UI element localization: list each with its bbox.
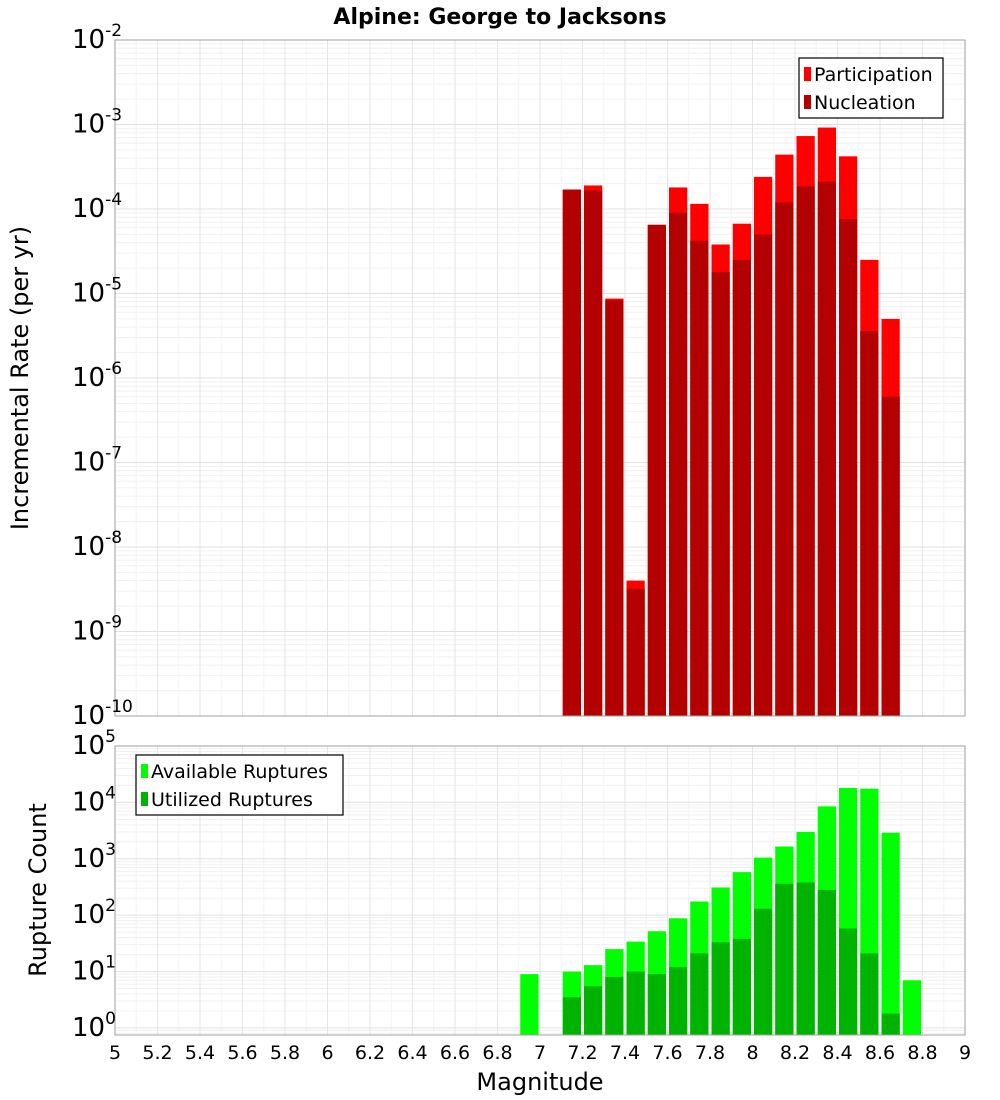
x-tick-label: 8.2 xyxy=(780,1042,810,1064)
y-tick-label: 105 xyxy=(72,727,116,761)
bar-utilized xyxy=(711,942,730,1035)
x-tick-label: 5 xyxy=(109,1042,121,1064)
bar-utilized xyxy=(860,953,879,1035)
x-tick-label: 5.8 xyxy=(270,1042,300,1064)
y-tick-label: 10-6 xyxy=(72,359,122,393)
x-tick-label: 9 xyxy=(959,1042,971,1064)
x-tick-label: 5.6 xyxy=(227,1042,257,1064)
x-axis-label: Magnitude xyxy=(476,1068,603,1096)
legend: Available Ruptures Utilized Ruptures xyxy=(135,754,344,816)
legend-label: Available Ruptures xyxy=(151,761,328,783)
y-tick-label: 10-7 xyxy=(72,444,122,478)
bar-available xyxy=(881,832,900,1035)
legend-label: Nucleation xyxy=(814,92,916,114)
bar-nucleation xyxy=(711,271,730,716)
rate-y-axis-label: Incremental Rate (per yr) xyxy=(6,226,34,530)
y-tick-label: 10-9 xyxy=(72,613,122,647)
legend-swatch xyxy=(141,792,148,806)
count-y-axis-label: Rupture Count xyxy=(24,803,52,977)
bar-nucleation xyxy=(690,240,709,716)
bar-utilized xyxy=(817,889,836,1035)
plot-frame xyxy=(114,745,966,1036)
rupture-count-panel: 100 101 102 103 104 105 5 5.2 5.4 5.6 5.8 6 6.2 6.4 6.… xyxy=(72,727,971,1064)
legend-box xyxy=(798,57,944,119)
bar-nucleation xyxy=(839,219,858,716)
y-tick-label: 104 xyxy=(72,783,116,817)
x-tick-label: 8.6 xyxy=(865,1042,895,1064)
y-tick-label: 101 xyxy=(72,953,116,987)
bar-available xyxy=(520,974,539,1035)
x-tick-label: 6.8 xyxy=(482,1042,512,1064)
bar-nucleation xyxy=(796,186,815,716)
bar-utilized xyxy=(584,986,603,1035)
y-tick-label: 103 xyxy=(72,840,116,874)
x-tick-label: 8 xyxy=(746,1042,758,1064)
x-tick-label: 6 xyxy=(321,1042,333,1064)
bar-utilized xyxy=(754,908,773,1035)
y-tick-label: 10-10 xyxy=(72,697,133,731)
bar-nucleation xyxy=(626,588,645,716)
bar-utilized xyxy=(647,974,666,1035)
bar-available xyxy=(902,980,921,1035)
y-tick-label: 10-3 xyxy=(72,106,122,140)
x-tick-label: 8.4 xyxy=(822,1042,852,1064)
bar-utilized xyxy=(605,977,624,1035)
bar-utilized xyxy=(562,997,581,1035)
x-tick-label: 5.4 xyxy=(185,1042,215,1064)
bar-utilized xyxy=(839,928,858,1035)
bar-utilized xyxy=(626,971,645,1035)
x-tick-label: 7 xyxy=(534,1042,546,1064)
bar-nucleation xyxy=(669,212,688,716)
bar-utilized xyxy=(775,883,794,1035)
x-tick-label: 7.2 xyxy=(567,1042,597,1064)
x-tick-label: 6.2 xyxy=(355,1042,385,1064)
y-tick-label: 10-5 xyxy=(72,275,122,309)
y-tick-label: 10-8 xyxy=(72,528,122,562)
bar-nucleation xyxy=(754,234,773,717)
x-tick-label: 7.6 xyxy=(652,1042,682,1064)
bar-utilized xyxy=(690,953,709,1035)
legend: Participation Nucleation xyxy=(798,57,944,119)
x-tick-label: 7.8 xyxy=(695,1042,725,1064)
bar-nucleation xyxy=(732,259,751,716)
bar-utilized xyxy=(881,1013,900,1035)
bar-nucleation xyxy=(860,330,879,716)
bar-nucleation xyxy=(605,300,624,716)
x-tick-label: 6.6 xyxy=(440,1042,470,1064)
bar-utilized xyxy=(732,938,751,1035)
bar-nucleation xyxy=(775,202,794,716)
x-tick-label: 6.4 xyxy=(397,1042,427,1064)
bar-nucleation xyxy=(881,396,900,716)
y-tick-label: 100 xyxy=(72,1009,116,1043)
bar-utilized xyxy=(796,882,815,1035)
y-tick-label: 102 xyxy=(72,896,116,930)
bar-utilized xyxy=(669,967,688,1035)
legend-label: Participation xyxy=(814,64,933,86)
bar-nucleation xyxy=(817,181,836,717)
legend-swatch xyxy=(804,95,811,109)
plot-frame xyxy=(114,39,966,717)
y-tick-label: 10-2 xyxy=(72,21,122,55)
x-tick-label: 8.8 xyxy=(907,1042,937,1064)
rate-panel: 10-10 10-9 10-8 10-7 10-6 10-5 10-4 10-3 10-2 Par… xyxy=(72,21,966,731)
legend-swatch xyxy=(141,764,148,778)
bar-nucleation xyxy=(584,190,603,716)
y-tick-label: 10-4 xyxy=(72,190,122,224)
legend-label: Utilized Ruptures xyxy=(151,789,313,811)
bar-nucleation xyxy=(647,224,666,716)
x-tick-label: 5.2 xyxy=(142,1042,172,1064)
x-tick-label: 7.4 xyxy=(610,1042,640,1064)
legend-swatch xyxy=(804,67,811,81)
chart-title: Alpine: George to Jacksons xyxy=(333,5,666,30)
legend-box xyxy=(135,754,344,816)
bar-nucleation xyxy=(562,189,581,716)
